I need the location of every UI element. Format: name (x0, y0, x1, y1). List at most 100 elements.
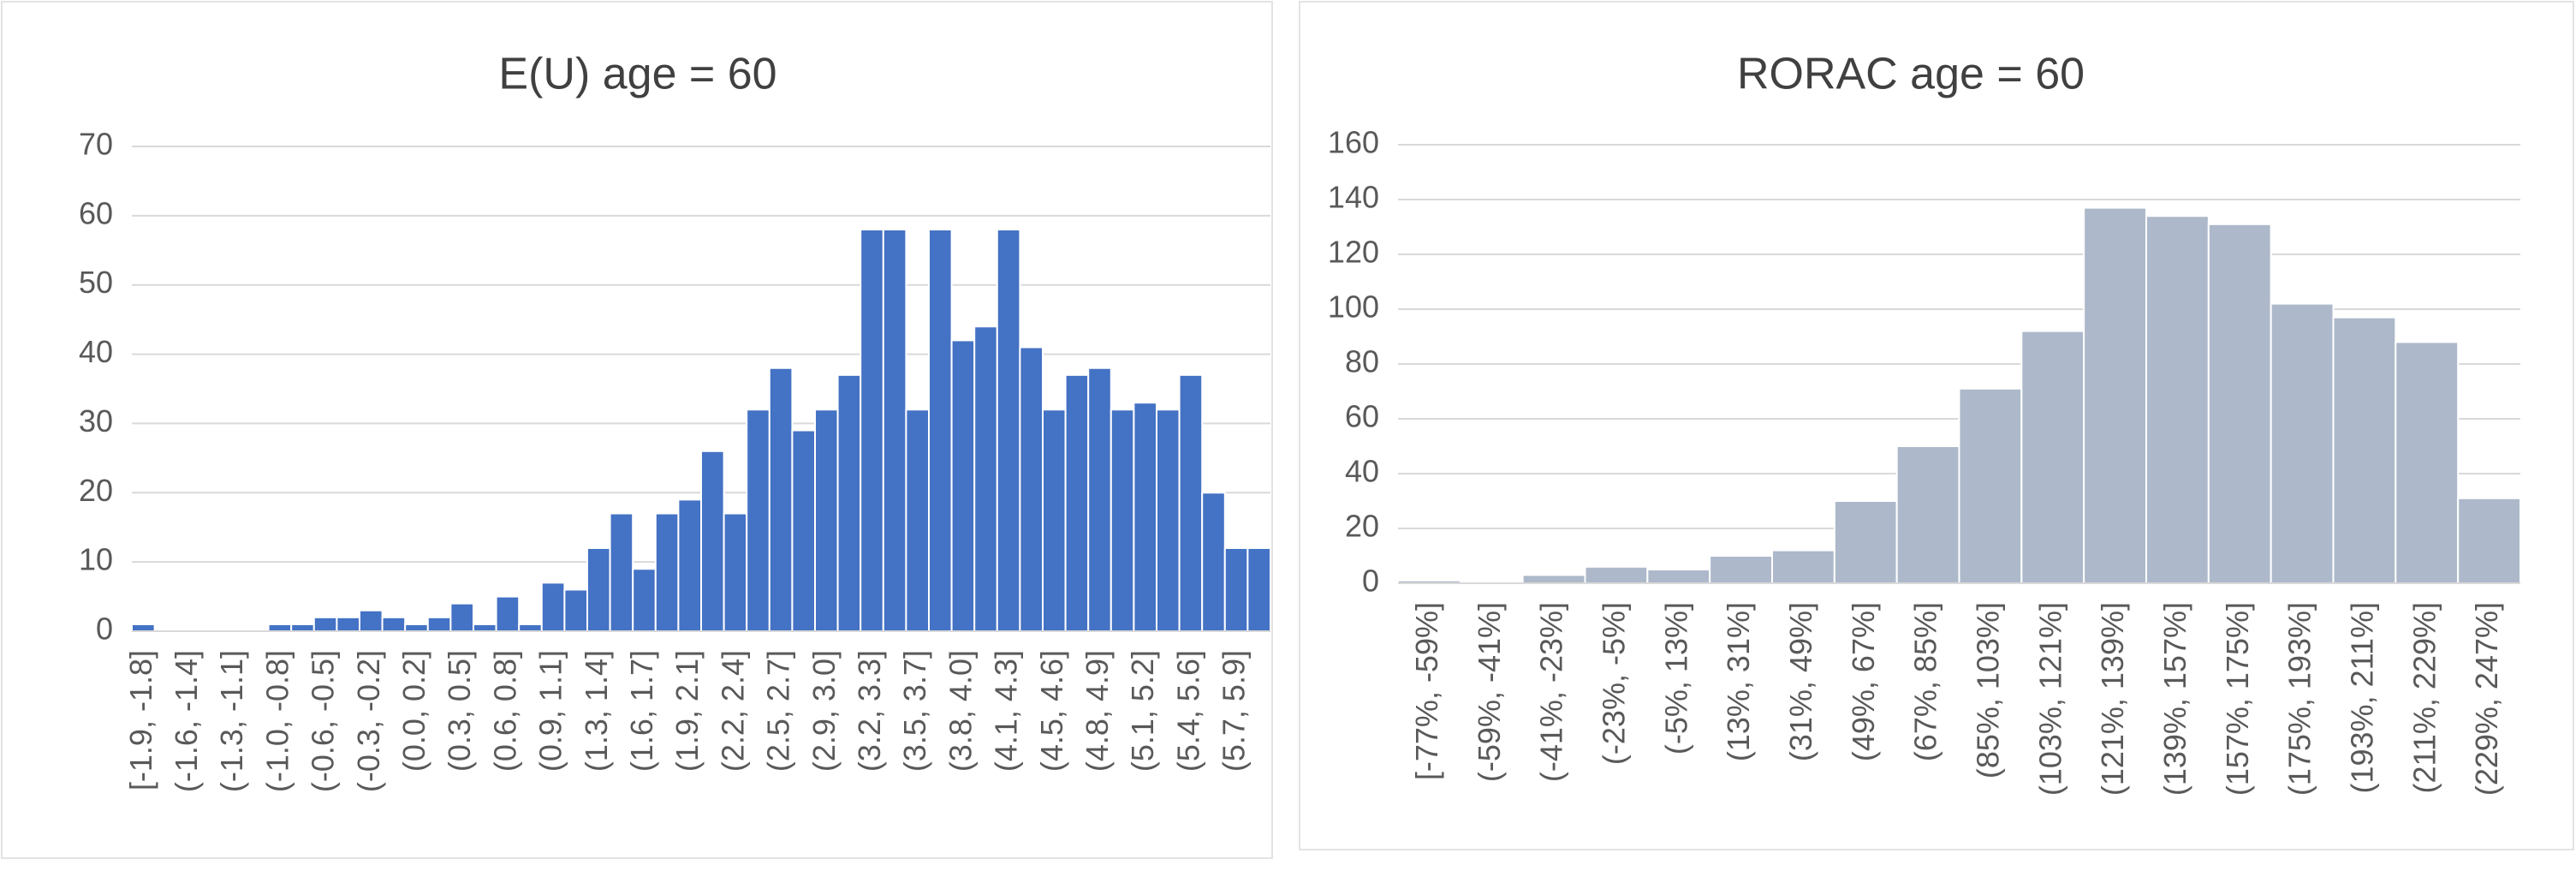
bar (1156, 409, 1181, 632)
x-tick-label: (-41%, -23%] (1534, 602, 1569, 782)
bar (996, 229, 1021, 632)
bar (1178, 373, 1204, 632)
bar (1958, 387, 2023, 584)
x-tick-label: (4.8, 4.9] (1080, 650, 1115, 772)
bar (312, 616, 338, 632)
x-tick-label: [-1.9, -1.8] (123, 650, 158, 790)
x-tick-label: (-1.3, -1.1] (214, 650, 249, 792)
x-tick-label: (4.5, 4.6] (1034, 650, 1069, 772)
x-tick-label: (0.3, 0.5] (442, 650, 477, 772)
bar (2145, 215, 2210, 584)
bar (1833, 500, 1898, 584)
x-tick-label: (-5%, 13%] (1658, 602, 1693, 755)
bar (2395, 341, 2460, 584)
chart-title: E(U) age = 60 (498, 50, 776, 99)
bar (1019, 346, 1044, 632)
y-tick-label: 100 (1328, 289, 1379, 325)
bar (836, 373, 862, 632)
x-tick-label: (5.1, 5.2] (1125, 650, 1160, 772)
y-tick-label: 140 (1328, 180, 1379, 215)
x-tick-label: (103%, 121%] (2032, 602, 2067, 796)
x-tick-label: (4.1, 4.3] (989, 650, 1024, 772)
bar (1133, 402, 1158, 632)
x-tick-label: (-23%, -5%] (1596, 602, 1631, 765)
bar (473, 623, 497, 633)
y-tick-label: 70 (79, 127, 113, 162)
bar (1246, 546, 1272, 633)
x-tick-label: (3.5, 3.7] (897, 650, 932, 772)
bar (905, 409, 931, 632)
x-tick-label: (13%, 31%] (1721, 602, 1756, 761)
bar (791, 429, 817, 632)
x-tick-label: [-77%, -59%] (1409, 602, 1444, 780)
x-tick-label: (67%, 85%] (1908, 602, 1943, 761)
x-tick-label: (5.7, 5.9] (1217, 650, 1252, 772)
bar (609, 512, 634, 632)
y-tick-label: 60 (79, 195, 113, 230)
x-tick-label: (2.5, 2.7] (761, 650, 796, 772)
x-tick-label: (-59%, -41%] (1472, 602, 1507, 782)
bar (2207, 223, 2272, 584)
bar (563, 588, 589, 633)
x-tick-label: (3.8, 4.0] (943, 650, 978, 772)
y-tick-label: 20 (79, 473, 113, 508)
bar (267, 623, 293, 633)
bar (677, 498, 703, 632)
x-tick-label: (49%, 67%] (1846, 602, 1881, 761)
y-tick-label: 0 (96, 611, 113, 647)
chart-panel (1, 1, 1273, 859)
bar (950, 339, 976, 632)
bar (426, 616, 452, 632)
x-tick-label: (1.6, 1.7] (624, 650, 659, 772)
bar (654, 512, 680, 632)
y-tick-label: 40 (79, 334, 113, 369)
bar (1771, 549, 1835, 584)
x-tick-label: (-1.0, -0.8] (259, 650, 294, 792)
x-tick-label: (1.9, 2.1] (669, 650, 705, 772)
x-tick-label: (211%, 229%] (2406, 602, 2442, 793)
bar (860, 229, 884, 632)
x-tick-label: (121%, 139%] (2095, 602, 2130, 796)
bar (2270, 302, 2335, 584)
bar (1201, 492, 1226, 632)
bar (746, 409, 770, 632)
y-tick-label: 60 (1345, 399, 1379, 434)
bar (131, 623, 156, 633)
x-tick-label: (139%, 157%] (2157, 602, 2192, 796)
x-tick-label: (-0.6, -0.5] (306, 650, 341, 792)
bar (1110, 409, 1135, 632)
bar (882, 229, 907, 632)
x-tick-label: (0.6, 0.8] (487, 650, 522, 772)
bar (2083, 206, 2148, 584)
bar (1709, 555, 1773, 584)
bar (768, 367, 794, 632)
bar (2457, 497, 2522, 584)
bar (381, 616, 407, 632)
bar (2332, 316, 2397, 584)
x-tick-label: (0.0, 0.2] (396, 650, 431, 772)
y-tick-label: 120 (1328, 235, 1379, 270)
x-tick-label: (2.2, 2.4] (715, 650, 750, 772)
x-tick-label: (3.2, 3.3] (852, 650, 887, 772)
chart-title: RORAC age = 60 (1737, 50, 2085, 99)
bar (1521, 574, 1586, 585)
bar (1087, 367, 1112, 632)
bar (495, 595, 521, 632)
x-tick-label: (-1.6, -1.4] (169, 650, 204, 792)
x-tick-label: (157%, 175%] (2220, 602, 2255, 796)
chart-panel (1299, 1, 2574, 850)
y-tick-label: 0 (1362, 564, 1379, 599)
bar (518, 623, 543, 633)
bar (1064, 373, 1090, 632)
bar (2020, 330, 2085, 584)
x-tick-label: (85%, 103%] (1970, 602, 2005, 779)
x-tick-label: (175%, 193%] (2282, 602, 2317, 796)
bar (814, 409, 839, 632)
y-tick-label: 80 (1345, 344, 1379, 379)
bar (1042, 409, 1067, 632)
bar (1895, 445, 1960, 584)
bar (723, 512, 748, 632)
y-tick-label: 40 (1345, 454, 1379, 489)
y-tick-label: 160 (1328, 125, 1379, 160)
